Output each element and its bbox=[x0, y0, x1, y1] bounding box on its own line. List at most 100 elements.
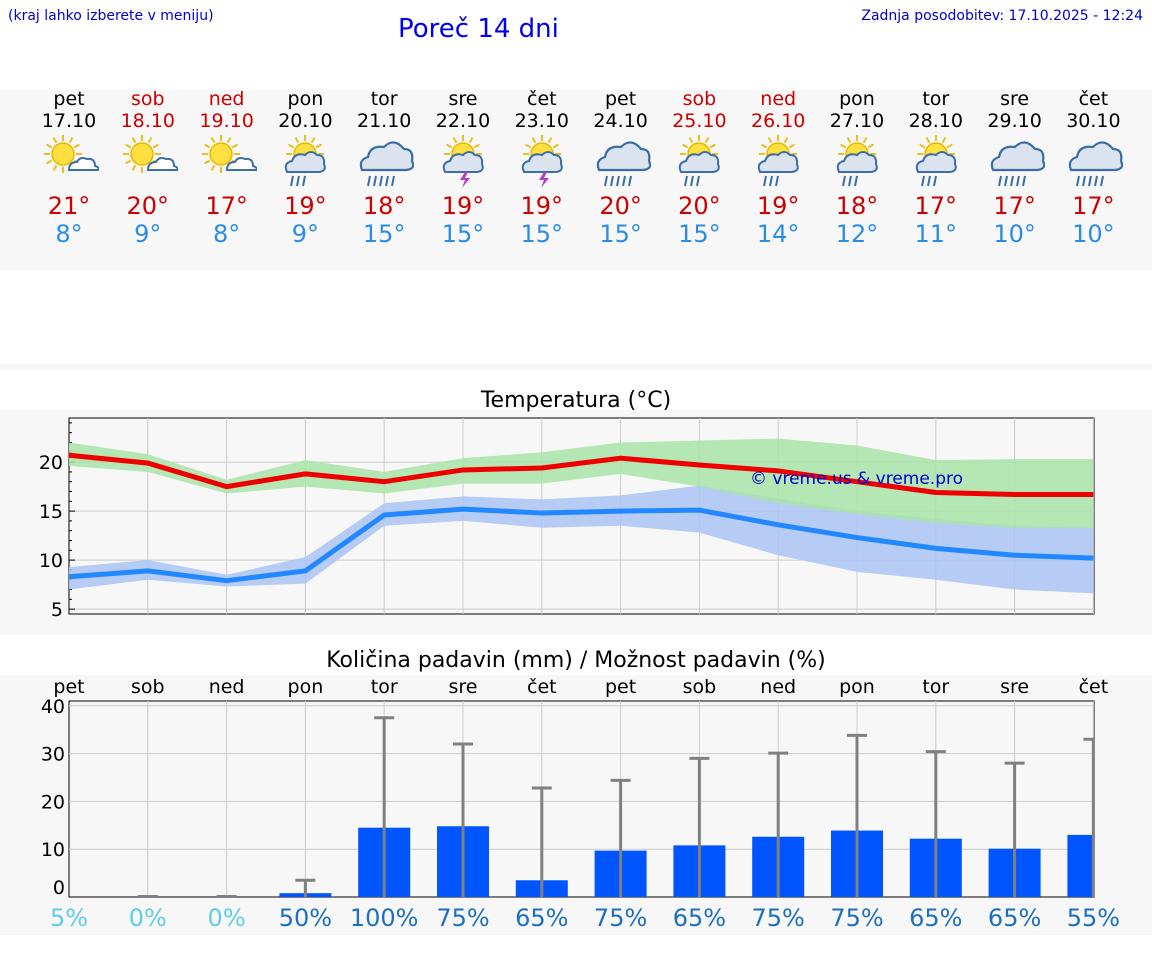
precip-probability: 0% bbox=[129, 904, 167, 932]
rain-cloud-icon bbox=[442, 151, 484, 188]
max-temp-band bbox=[69, 438, 1094, 528]
min-temp: 11° bbox=[914, 220, 958, 248]
rain-cloud-icon bbox=[758, 151, 799, 187]
x-day-label: čet bbox=[1079, 676, 1109, 698]
min-temp: 8° bbox=[212, 220, 241, 248]
temperature-chart: 5 10 15 20 © vreme.us & vreme.pro bbox=[39, 417, 1095, 621]
day-name: čet bbox=[527, 88, 557, 110]
temperature-chart-title: Temperatura (°C) bbox=[480, 388, 672, 413]
cloud-rain-icon bbox=[1069, 141, 1124, 187]
rain-cloud-icon bbox=[679, 151, 721, 187]
y-tick-label: 15 bbox=[39, 501, 63, 523]
y-tick-label: 20 bbox=[41, 791, 65, 813]
day-name: sob bbox=[131, 88, 165, 110]
min-temp-line bbox=[68, 506, 1094, 584]
sun-cloud-icon bbox=[122, 135, 178, 173]
day-date: 29.10 bbox=[987, 110, 1042, 132]
day-date: 25.10 bbox=[672, 110, 727, 132]
rain-cloud-icon bbox=[836, 151, 878, 187]
min-temp: 14° bbox=[756, 220, 800, 248]
last-updated: Zadnja posodobitev: 17.10.2025 - 12:24 bbox=[861, 8, 1143, 24]
x-day-label: sob bbox=[131, 676, 165, 698]
day-date: 26.10 bbox=[750, 110, 806, 132]
min-temp: 15° bbox=[520, 220, 564, 248]
min-temp: 15° bbox=[599, 220, 642, 248]
rain-cloud-icon bbox=[359, 141, 415, 187]
y-tick-label: 30 bbox=[41, 744, 65, 766]
max-temp: 20° bbox=[678, 192, 721, 220]
min-temp: 10° bbox=[993, 220, 1036, 248]
precip-probability: 0% bbox=[208, 904, 246, 932]
day-date: 24.10 bbox=[593, 110, 648, 132]
precip-probability: 100% bbox=[350, 904, 419, 932]
cloud-rain-icon bbox=[359, 141, 415, 187]
precip-probability: 65% bbox=[909, 904, 962, 932]
forecast-band bbox=[0, 90, 1152, 270]
day-date: 21.10 bbox=[356, 110, 412, 132]
x-day-label: pon bbox=[288, 676, 324, 698]
x-day-label: sre bbox=[1000, 676, 1029, 698]
day-column: sre 22.10 19° 15° bbox=[423, 88, 503, 248]
x-day-label: pet bbox=[53, 676, 84, 698]
max-temp: 17° bbox=[205, 192, 248, 220]
y-tick-label: 10 bbox=[41, 839, 65, 861]
precip-probability: 65% bbox=[988, 904, 1041, 932]
y-tick-label: 20 bbox=[39, 452, 63, 474]
x-day-label: sre bbox=[449, 676, 478, 698]
precip-probability: 65% bbox=[515, 904, 568, 932]
day-column: sre 29.10 17° 10° bbox=[975, 88, 1055, 248]
day-date: 22.10 bbox=[435, 110, 491, 132]
day-date: 18.10 bbox=[120, 110, 175, 132]
max-temp: 17° bbox=[993, 192, 1036, 220]
max-temp: 19° bbox=[441, 192, 485, 220]
day-name: pon bbox=[287, 88, 324, 110]
precipitation-chart: 010203040pet5%sob0%ned0%pon50%tor100%sre… bbox=[41, 676, 1120, 932]
max-temp: 20° bbox=[126, 192, 170, 220]
precip-probability: 75% bbox=[752, 904, 805, 932]
rain-cloud-icon bbox=[1069, 141, 1124, 187]
max-temp: 19° bbox=[520, 192, 564, 220]
day-name: pet bbox=[604, 88, 637, 110]
day-name: tor bbox=[922, 88, 950, 110]
rain-cloud-icon bbox=[596, 141, 651, 187]
rain-cloud-icon bbox=[285, 151, 327, 187]
precip-probability: 65% bbox=[673, 904, 726, 932]
separator-band bbox=[0, 364, 1152, 370]
x-day-label: tor bbox=[922, 676, 949, 698]
day-column: tor 21.10 18° 15° bbox=[344, 88, 424, 248]
precip-probability: 5% bbox=[50, 904, 88, 932]
day-date: 27.10 bbox=[829, 110, 885, 132]
y-tick-label: 5 bbox=[51, 599, 63, 621]
sun-cloud-rain-icon bbox=[679, 135, 721, 187]
day-column: pet 17.10 21° 8° bbox=[29, 88, 109, 248]
max-temp: 18° bbox=[362, 192, 406, 220]
y-tick-label: 40 bbox=[41, 696, 65, 718]
day-name: ned bbox=[208, 88, 245, 110]
cloud-rain-icon bbox=[990, 141, 1045, 187]
watermark: © vreme.us & vreme.pro bbox=[750, 469, 963, 489]
location-hint[interactable]: (kraj lahko izberete v meniju) bbox=[8, 8, 214, 24]
day-date: 19.10 bbox=[199, 110, 254, 132]
day-column: čet 30.10 17° 10° bbox=[1053, 88, 1133, 248]
sun-cloud-icon bbox=[201, 135, 257, 173]
min-temp: 15° bbox=[441, 220, 485, 248]
x-day-label: ned bbox=[760, 676, 796, 698]
day-column: pet 24.10 20° 15° bbox=[581, 88, 661, 248]
min-temp: 9° bbox=[134, 220, 162, 248]
small-cloud-icon bbox=[225, 157, 257, 171]
day-name: pon bbox=[839, 88, 875, 110]
precip-bar bbox=[1067, 834, 1094, 897]
max-temp: 20° bbox=[599, 192, 642, 220]
x-day-label: čet bbox=[527, 676, 557, 698]
sun-cloud-icon bbox=[44, 135, 99, 173]
min-temp: 15° bbox=[362, 220, 406, 248]
day-date: 23.10 bbox=[514, 110, 569, 132]
precip-probability: 75% bbox=[830, 904, 883, 932]
day-name: čet bbox=[1078, 88, 1109, 110]
y-tick-label: 10 bbox=[39, 550, 63, 572]
rain-cloud-icon bbox=[915, 151, 957, 187]
max-temp: 21° bbox=[47, 192, 91, 220]
day-date: 17.10 bbox=[41, 110, 97, 132]
precipitation-chart-title: Količina padavin (mm) / Možnost padavin … bbox=[326, 648, 826, 673]
day-date: 20.10 bbox=[278, 110, 333, 132]
